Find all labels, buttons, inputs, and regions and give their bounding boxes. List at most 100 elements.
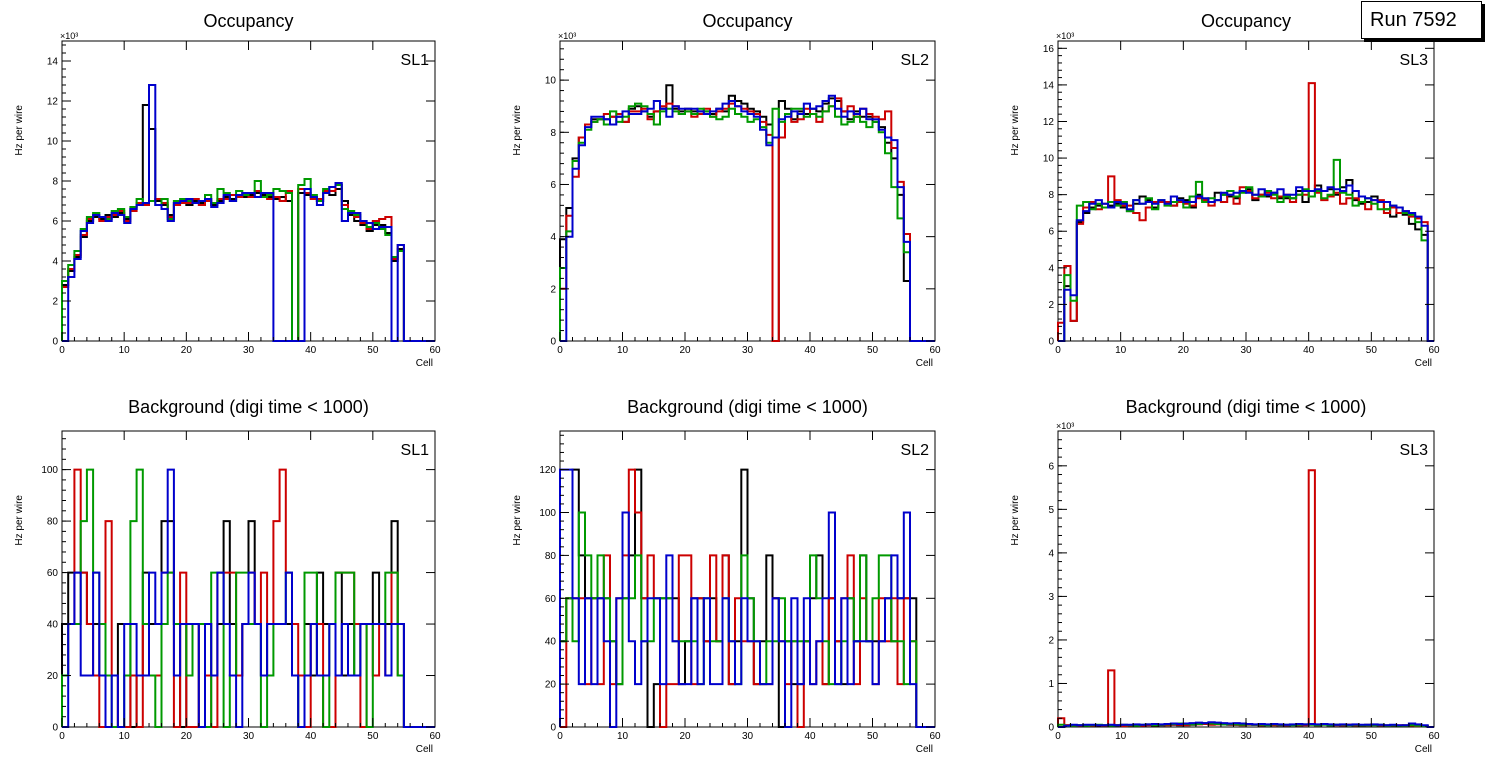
y-tick-label: 40 (545, 637, 557, 648)
histogram-series-layer2 (1057, 469, 1434, 728)
x-tick-label: 60 (929, 731, 941, 742)
y-tick-label: 6 (1048, 227, 1054, 238)
y-tick-label: 40 (47, 620, 59, 631)
x-tick-label: 20 (679, 731, 691, 742)
y-tick-label: 0 (1048, 337, 1054, 348)
x-axis-label: Cell (916, 358, 933, 369)
y-exponent-label: ×10³ (558, 31, 576, 41)
x-tick-label: 40 (804, 345, 816, 356)
y-tick-label: 12 (47, 97, 59, 108)
x-tick-label: 50 (367, 345, 379, 356)
x-tick-label: 20 (181, 345, 193, 356)
superlayer-label: SL2 (901, 52, 930, 69)
y-tick-label: 4 (52, 257, 58, 268)
y-tick-label: 14 (1043, 80, 1055, 91)
y-tick-label: 10 (1043, 154, 1055, 165)
x-tick-label: 60 (1428, 345, 1440, 356)
x-tick-label: 50 (867, 731, 879, 742)
x-tick-label: 30 (1240, 731, 1252, 742)
x-tick-label: 0 (59, 731, 65, 742)
histogram-series-layer2 (559, 97, 935, 342)
y-tick-label: 60 (545, 594, 557, 605)
x-tick-label: 40 (804, 731, 816, 742)
x-axis-label: Cell (416, 358, 433, 369)
x-tick-label: 10 (1115, 731, 1127, 742)
x-tick-label: 30 (243, 345, 255, 356)
x-tick-label: 0 (1055, 731, 1061, 742)
y-tick-label: 6 (52, 217, 58, 228)
x-tick-label: 60 (1428, 731, 1440, 742)
x-tick-label: 0 (1055, 345, 1061, 356)
histogram-series-layer4 (559, 468, 935, 728)
x-axis-label: Cell (1415, 744, 1432, 755)
x-tick-label: 20 (679, 345, 691, 356)
y-tick-label: 0 (550, 337, 556, 348)
y-tick-label: 100 (539, 508, 556, 519)
y-tick-label: 6 (1048, 461, 1054, 472)
x-tick-label: 50 (367, 731, 379, 742)
superlayer-label: SL3 (1400, 52, 1429, 69)
plot-frame (61, 40, 436, 342)
y-tick-label: 2 (1048, 635, 1054, 646)
histogram-series-layer4 (62, 84, 435, 342)
histogram-panel (1057, 40, 1435, 342)
y-tick-label: 14 (47, 57, 59, 68)
panel-title: Occupancy (203, 11, 293, 31)
x-tick-label: 20 (181, 731, 193, 742)
x-tick-label: 40 (1303, 345, 1315, 356)
histogram-series-layer3 (61, 178, 435, 342)
superlayer-label: SL1 (401, 442, 430, 459)
y-tick-label: 60 (47, 568, 59, 579)
histogram-panel (559, 430, 936, 728)
x-tick-label: 40 (305, 345, 317, 356)
y-tick-label: 2 (52, 297, 58, 308)
y-tick-label: 6 (550, 180, 556, 191)
panel-title: Occupancy (1201, 11, 1291, 31)
panel-title: Background (digi time < 1000) (1126, 397, 1367, 417)
y-tick-label: 4 (1048, 548, 1054, 559)
y-tick-label: 100 (41, 465, 58, 476)
histogram-panel (559, 40, 936, 342)
y-tick-label: 8 (550, 128, 556, 139)
y-tick-label: 2 (550, 284, 556, 295)
y-axis-label: Hz per wire (512, 105, 523, 156)
y-axis-label: Hz per wire (1010, 105, 1021, 156)
panel-title: Background (digi time < 1000) (128, 397, 369, 417)
histogram-series-layer2 (1057, 82, 1434, 342)
y-tick-label: 120 (539, 465, 556, 476)
superlayer-label: SL2 (901, 442, 930, 459)
superlayer-label: SL3 (1400, 442, 1429, 459)
y-tick-label: 2 (1048, 300, 1054, 311)
histogram-series-layer4 (560, 94, 935, 342)
x-tick-label: 60 (429, 345, 441, 356)
x-tick-label: 50 (1366, 345, 1378, 356)
y-tick-label: 8 (1048, 190, 1054, 201)
y-tick-label: 5 (1048, 505, 1054, 516)
x-axis-label: Cell (416, 744, 433, 755)
x-tick-label: 0 (59, 345, 65, 356)
histogram-panel (61, 40, 436, 342)
x-tick-label: 10 (119, 731, 131, 742)
histogram-series-layer3 (559, 511, 935, 728)
y-tick-label: 0 (1048, 723, 1054, 734)
y-tick-label: 0 (52, 337, 58, 348)
x-tick-label: 0 (557, 345, 563, 356)
x-tick-label: 20 (1178, 731, 1190, 742)
x-tick-label: 30 (243, 731, 255, 742)
histogram-panel (1057, 430, 1435, 728)
y-exponent-label: ×10³ (1056, 421, 1074, 431)
y-tick-label: 16 (1043, 44, 1055, 55)
x-tick-label: 10 (1115, 345, 1127, 356)
y-tick-label: 0 (52, 723, 58, 734)
y-exponent-label: ×10³ (60, 31, 78, 41)
y-tick-label: 4 (1048, 263, 1054, 274)
histogram-series-layer4 (1058, 184, 1434, 342)
x-tick-label: 30 (742, 731, 754, 742)
y-axis-label: Hz per wire (14, 495, 25, 546)
x-tick-label: 0 (557, 731, 563, 742)
x-tick-label: 10 (617, 345, 629, 356)
y-tick-label: 10 (545, 76, 557, 87)
y-axis-label: Hz per wire (512, 495, 523, 546)
histogram-panel (61, 430, 436, 728)
